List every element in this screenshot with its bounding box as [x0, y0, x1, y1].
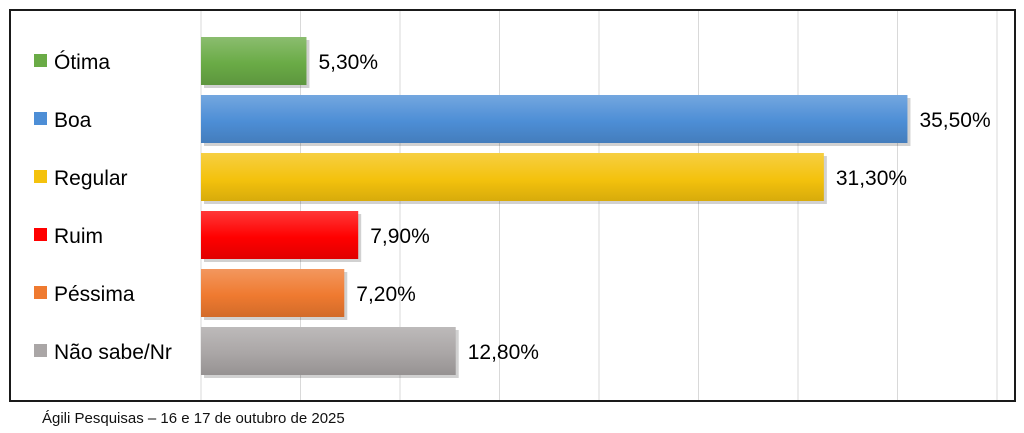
legend-marker: [34, 170, 47, 183]
legend: Ótima Boa Regular Ruim Péssima Não sabe/Nr: [34, 51, 172, 364]
legend-marker: [34, 286, 47, 299]
value-label: 35,50%: [919, 109, 990, 132]
value-labels: 5,30% 35,50% 31,30% 7,90% 7,20% 12,80%: [318, 51, 990, 364]
value-label: 12,80%: [468, 341, 539, 364]
chart-frame: Ótima Boa Regular Ruim Péssima Não sabe/Nr 5,…: [9, 9, 1016, 402]
legend-marker: [34, 112, 47, 125]
value-label: 7,90%: [370, 225, 430, 248]
legend-marker: [34, 54, 47, 67]
legend-label: Boa: [54, 109, 92, 132]
bar-chart: Ótima Boa Regular Ruim Péssima Não sabe/Nr 5,…: [34, 11, 998, 400]
bars: [201, 37, 911, 378]
legend-label: Regular: [54, 167, 128, 190]
legend-marker: [34, 344, 47, 357]
source-note: Ágili Pesquisas – 16 e 17 de outubro de …: [42, 410, 345, 427]
legend-label: Não sabe/Nr: [54, 341, 172, 364]
bar-2: [201, 153, 824, 201]
bar-1: [201, 95, 908, 143]
legend-label: Péssima: [54, 283, 135, 306]
value-label: 31,30%: [836, 167, 907, 190]
value-label: 7,20%: [356, 283, 416, 306]
bar-5: [201, 327, 456, 375]
legend-label: Ruim: [54, 225, 103, 248]
bar-3: [201, 211, 359, 259]
value-label: 5,30%: [318, 51, 378, 74]
bar-4: [201, 269, 345, 317]
legend-label: Ótima: [54, 51, 110, 74]
legend-marker: [34, 228, 47, 241]
bar-0: [201, 37, 307, 85]
